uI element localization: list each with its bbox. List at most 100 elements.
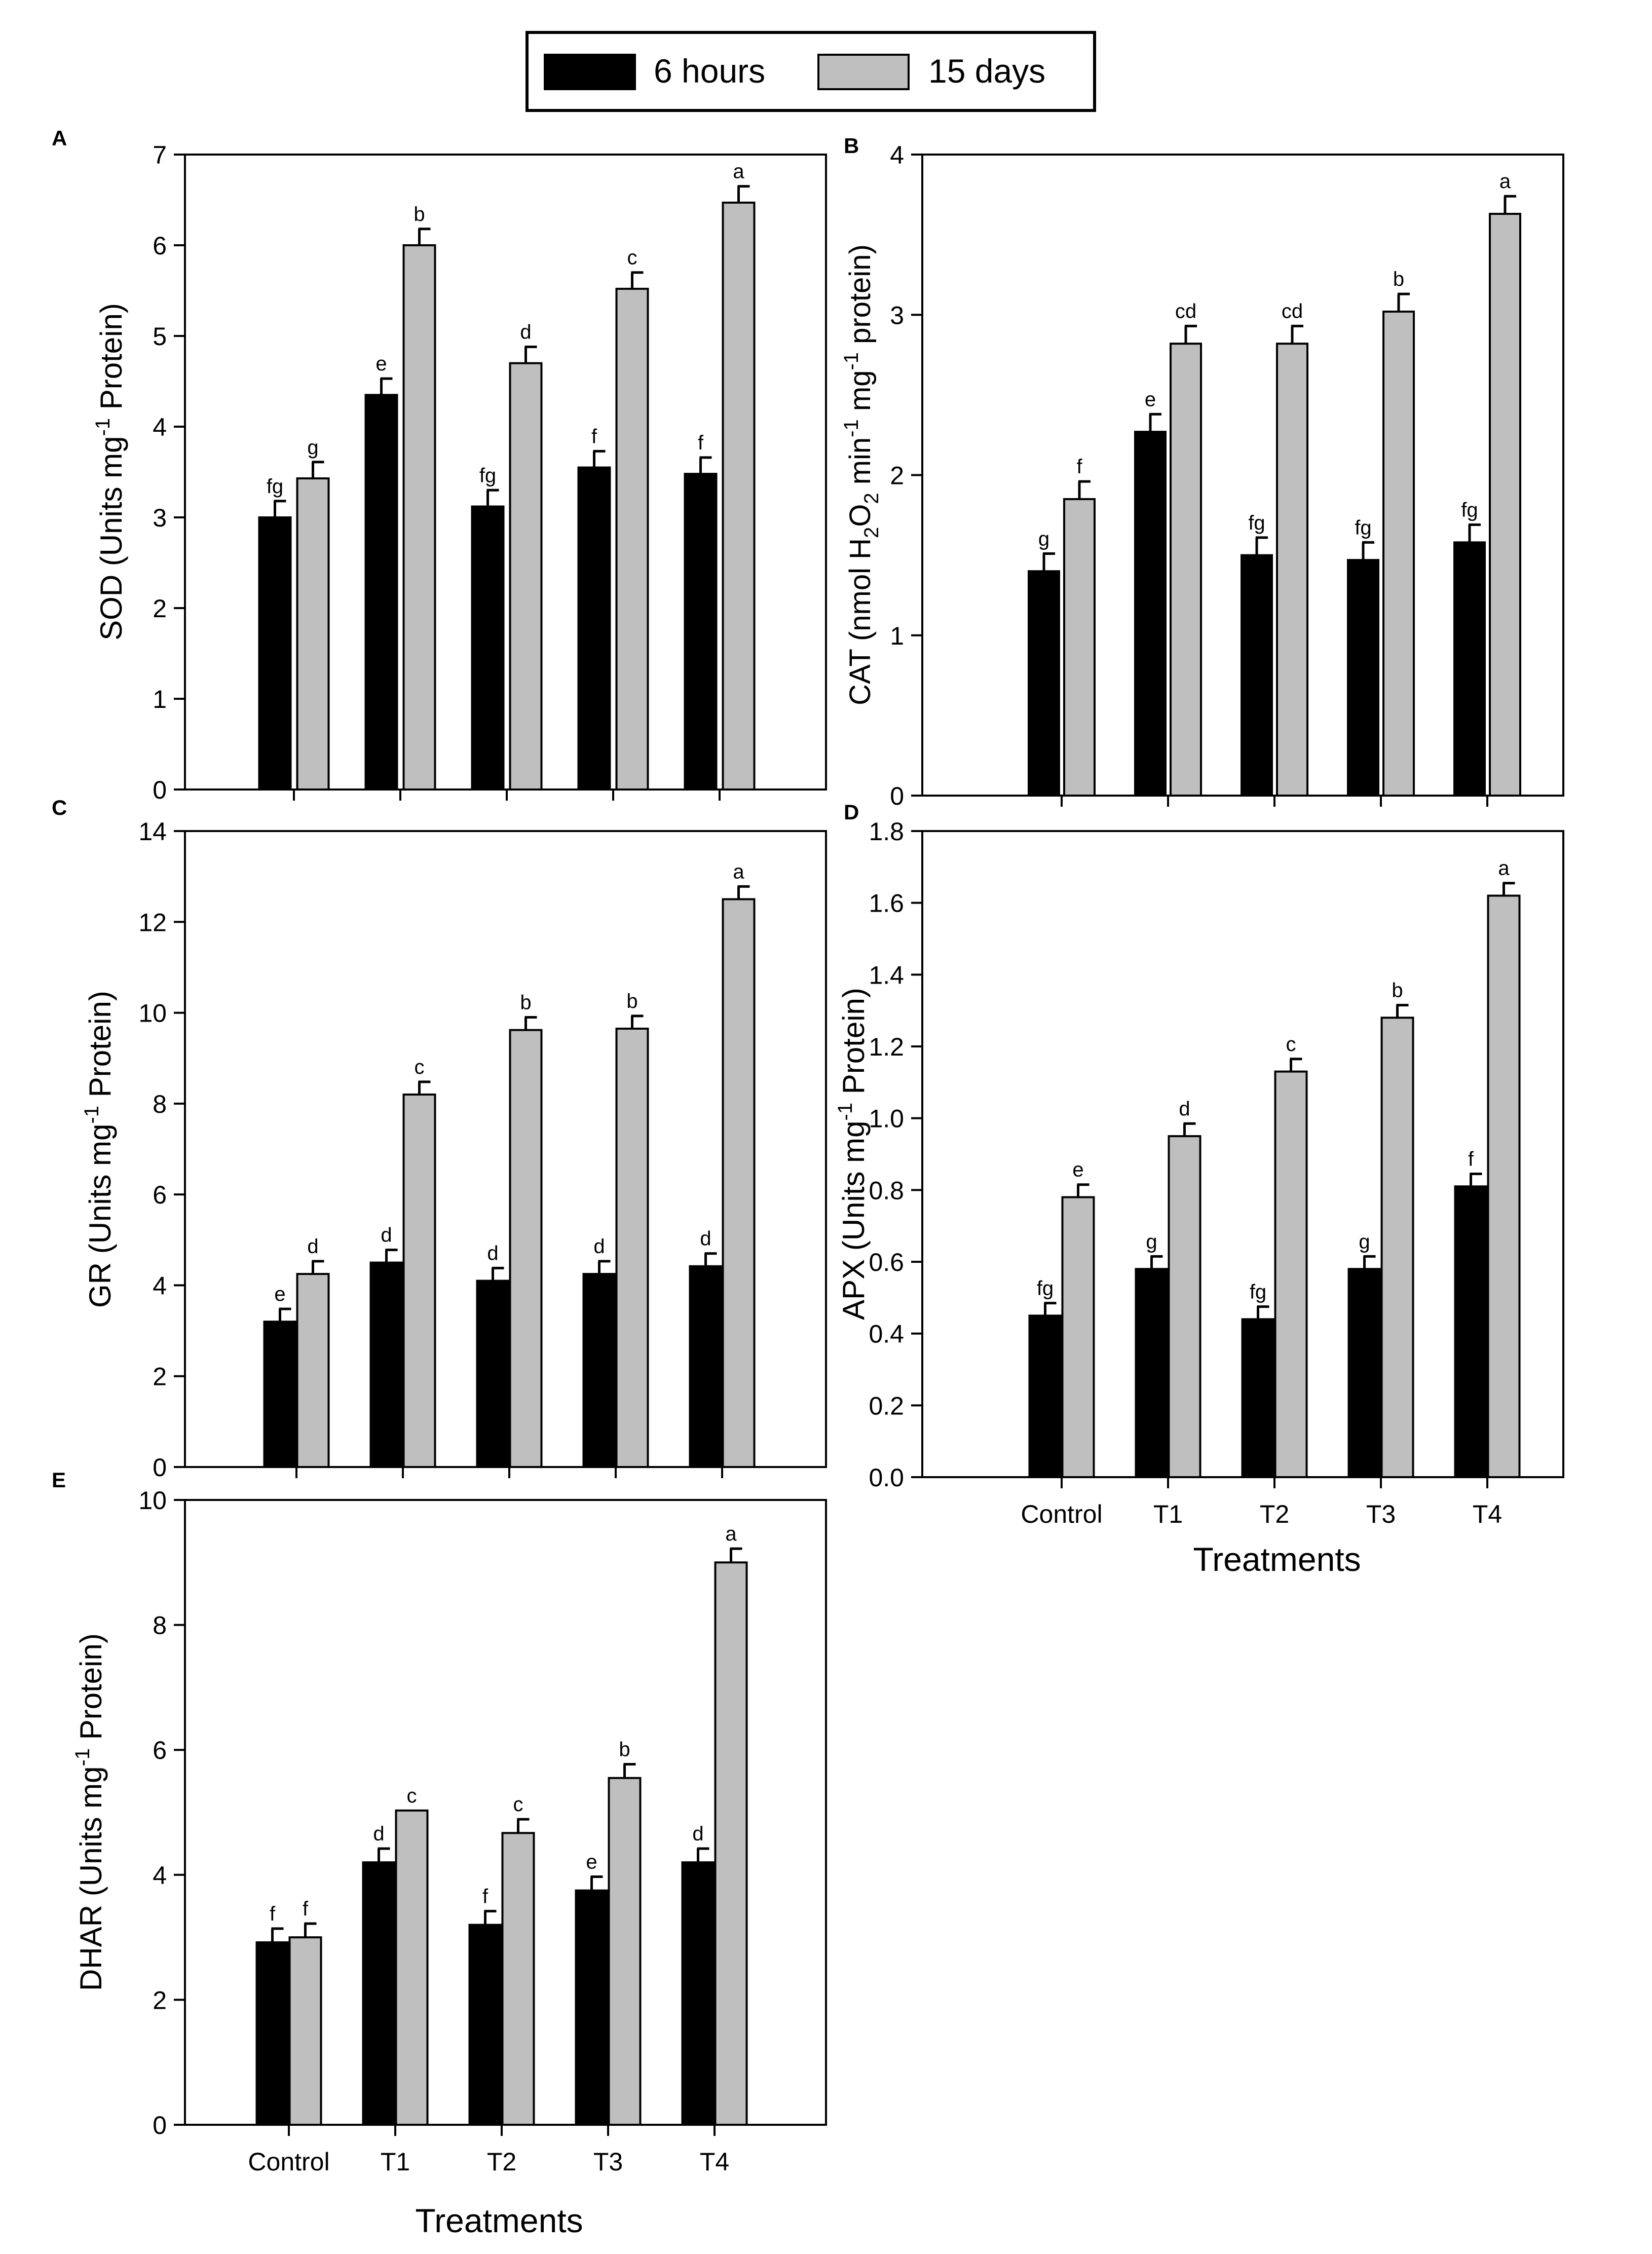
- y-tick-label: 1.2: [869, 1033, 904, 1061]
- y-tick-label: 14: [138, 817, 167, 846]
- significance-letter: a: [733, 161, 744, 183]
- bars: f d f e d f c c b a: [255, 1523, 748, 2126]
- y-tick-label: 0.4: [869, 1320, 904, 1348]
- significance-letter: e: [274, 1283, 285, 1305]
- panel-c: C 0 2 4 6 8 10 12 14 e d d d d d c b b a GR (Units mg-1 …: [52, 796, 827, 1482]
- bar-15d: [402, 244, 436, 791]
- x-axis: Control T1 T2 T3 T4: [248, 2125, 729, 2176]
- panel-label: B: [844, 134, 859, 158]
- bar-15d: [395, 1809, 429, 2126]
- bar-6h: [689, 1265, 723, 1468]
- bar-15d: [509, 362, 543, 791]
- bar-15d: [1276, 343, 1308, 797]
- bar-15d: [1168, 1135, 1202, 1478]
- bar-6h: [263, 1321, 297, 1468]
- significance-letter: e: [376, 353, 387, 375]
- significance-letter: a: [1498, 857, 1510, 880]
- y-axis: 0.0 0.2 0.4 0.6 0.8 1.0 1.2 1.4 1.6 1.8: [869, 817, 922, 1492]
- bars: fg g fg g f e d c b a: [1028, 857, 1521, 1479]
- panel-e: E 0 2 4 6 8 10 Control T1 T2 T3 T4 f d f e d f c c b a DHA…: [52, 1468, 827, 2239]
- category-label: T3: [1366, 1500, 1396, 1528]
- significance-letter: b: [1393, 268, 1404, 290]
- y-tick-label: 0.6: [869, 1248, 904, 1276]
- significance-letter: g: [1146, 1230, 1157, 1253]
- x-axis-label: Treatments: [1193, 1541, 1361, 1578]
- category-label: T1: [1153, 1500, 1183, 1528]
- x-axis-label: Treatments: [415, 2202, 583, 2239]
- y-tick-label: 2: [153, 1986, 167, 2014]
- significance-letter: fg: [1037, 1277, 1054, 1299]
- significance-letter: fg: [1461, 499, 1478, 521]
- panel-d: D 0.0 0.2 0.4 0.6 0.8 1.0 1.2 1.4 1.6 1.8 Control…: [834, 800, 1564, 1578]
- panel-label: C: [52, 796, 67, 819]
- bar-15d: [1170, 343, 1202, 797]
- y-tick-label: 1.6: [869, 889, 904, 918]
- y-tick-label: 3: [890, 301, 904, 329]
- y-tick-label: 0.8: [869, 1176, 904, 1205]
- bar-6h: [362, 1861, 396, 2126]
- y-tick-label: 6: [153, 1181, 167, 1209]
- bar-6h: [471, 505, 505, 791]
- bar-6h: [258, 516, 292, 791]
- y-tick-label: 0.0: [869, 1463, 904, 1492]
- significance-letter: f: [270, 1903, 276, 1925]
- bar-6h: [255, 1941, 289, 2126]
- significance-letter: d: [381, 1224, 392, 1247]
- y-tick-label: 2: [890, 462, 904, 490]
- y-tick-label: 12: [138, 908, 167, 936]
- category-label: T2: [1260, 1500, 1289, 1528]
- significance-letter: f: [591, 425, 597, 447]
- bar-15d: [714, 1561, 748, 2126]
- y-tick-label: 7: [153, 141, 167, 169]
- bar-6h: [1347, 1268, 1381, 1479]
- significance-letter: fg: [479, 464, 496, 486]
- panel-label: A: [52, 126, 67, 150]
- bar-6h: [582, 1273, 616, 1468]
- significance-letter: a: [725, 1523, 737, 1545]
- significance-letter: c: [407, 1785, 417, 1807]
- bar-15d: [1063, 498, 1096, 797]
- bar-15d: [402, 1093, 436, 1468]
- bar-15d: [722, 201, 756, 791]
- y-tick-label: 6: [153, 232, 167, 260]
- significance-letter: d: [373, 1823, 384, 1845]
- significance-letter: b: [414, 203, 425, 226]
- significance-letter: b: [520, 992, 531, 1014]
- significance-letter: g: [307, 436, 318, 459]
- y-tick-label: 1.4: [869, 961, 904, 989]
- significance-letter: d: [487, 1242, 498, 1264]
- y-tick-label: 3: [153, 504, 167, 532]
- significance-letter: fg: [1248, 512, 1265, 534]
- category-label: T1: [381, 2148, 410, 2176]
- plot-frame: [184, 154, 827, 791]
- y-axis-label: APX (Units mg-1 Protein): [834, 988, 871, 1320]
- bar-6h: [684, 473, 718, 791]
- bar-6h: [1028, 570, 1060, 797]
- x-axis: [295, 1467, 723, 1478]
- significance-letter: e: [1145, 388, 1156, 410]
- bar-6h: [575, 1889, 609, 2126]
- bar-6h: [1135, 1268, 1169, 1479]
- bar-15d: [615, 287, 649, 791]
- y-axis-label: CAT (nmol H2O2 min-1 mg-1 protein): [840, 244, 883, 705]
- significance-letter: cd: [1282, 300, 1303, 322]
- y-tick-label: 10: [138, 999, 167, 1028]
- y-tick-label: 8: [153, 1611, 167, 1640]
- y-tick-label: 5: [153, 322, 167, 351]
- y-axis-label: DHAR (Units mg-1 Protein): [71, 1633, 108, 1991]
- significance-letter: b: [1392, 980, 1403, 1002]
- significance-letter: d: [700, 1228, 711, 1250]
- significance-letter: c: [1286, 1033, 1296, 1056]
- significance-letter: c: [513, 1793, 523, 1816]
- y-tick-label: 4: [153, 1861, 167, 1890]
- significance-letter: e: [1072, 1159, 1083, 1181]
- category-label: T2: [487, 2148, 516, 2176]
- significance-letter: e: [586, 1851, 597, 1873]
- bar-15d: [608, 1777, 642, 2126]
- category-label: Control: [248, 2148, 329, 2176]
- significance-letter: b: [619, 1739, 630, 1761]
- significance-letter: cd: [1175, 300, 1196, 322]
- x-axis: Control T1 T2 T3 T4: [1021, 1477, 1502, 1528]
- x-axis: [1061, 796, 1488, 807]
